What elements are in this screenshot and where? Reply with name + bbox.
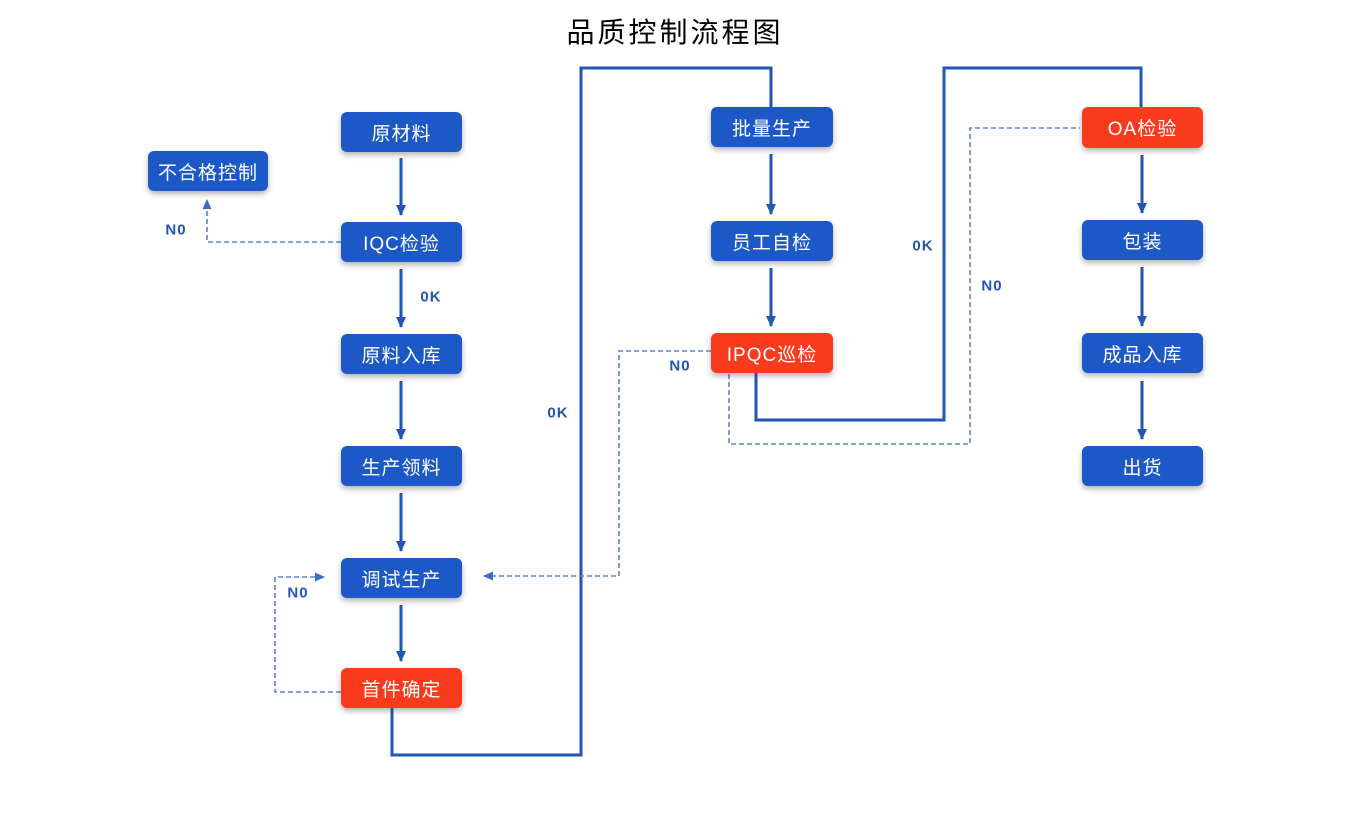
node-raw-material-storage: 原料入库	[341, 334, 462, 374]
label-iqc-ok: 0K	[420, 288, 442, 306]
node-trial-production: 调试生产	[341, 558, 462, 598]
edge-ipqc-ok-to-oa	[754, 66, 1143, 422]
node-iqc-inspection: IQC检验	[341, 222, 462, 262]
label-iqc-no: N0	[165, 221, 187, 239]
node-raw-material: 原材料	[341, 112, 462, 152]
edge-iqc-no-to-nonconforming	[202, 199, 341, 243]
node-production-picking: 生产领料	[341, 446, 462, 486]
node-shipment: 出货	[1082, 446, 1203, 486]
edge-first-article-ok-to-batch	[390, 66, 773, 757]
page-title: 品质控制流程图	[566, 18, 784, 49]
node-employee-self-check: 员工自检	[711, 221, 833, 261]
edge-ipqc-oa-no-return	[728, 127, 1080, 445]
label-first-article-ok: 0K	[547, 404, 569, 422]
label-first-article-no: N0	[287, 584, 309, 602]
node-packaging: 包装	[1082, 220, 1203, 260]
label-ipqc-no: N0	[669, 357, 691, 375]
edge-first-article-no-to-trial	[274, 572, 341, 693]
edge-ipqc-no-to-trial	[483, 350, 711, 581]
node-ipqc-patrol-inspection: IPQC巡检	[711, 333, 833, 373]
label-oa-no: N0	[981, 277, 1003, 295]
node-batch-production: 批量生产	[711, 107, 833, 147]
node-oa-inspection: OA检验	[1082, 107, 1203, 148]
node-first-article-confirm: 首件确定	[341, 668, 462, 708]
node-finished-goods-storage: 成品入库	[1082, 333, 1203, 373]
node-nonconforming-control: 不合格控制	[148, 151, 268, 191]
label-ipqc-ok: 0K	[912, 237, 934, 255]
